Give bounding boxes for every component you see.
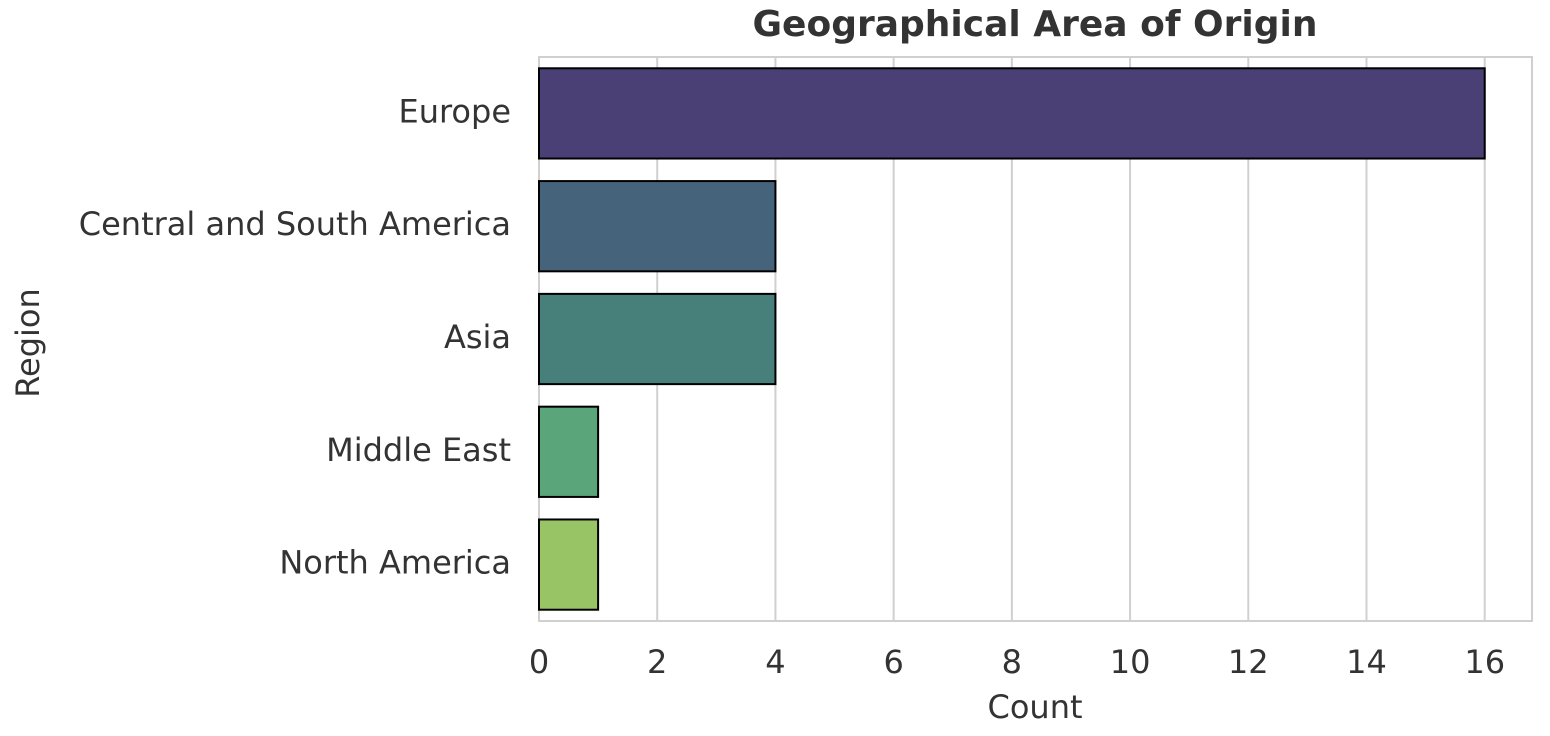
x-tick-label: 8 <box>1002 643 1022 681</box>
bar <box>538 405 600 498</box>
x-tick-label: 6 <box>883 643 903 681</box>
y-tick-label: Middle East <box>326 431 511 469</box>
x-tick-label: 4 <box>765 643 785 681</box>
x-tick-label: 16 <box>1464 643 1505 681</box>
x-tick-label: 10 <box>1110 643 1151 681</box>
x-tick-label: 2 <box>647 643 667 681</box>
x-tick-label: 12 <box>1228 643 1269 681</box>
y-tick-label: Asia <box>444 318 511 356</box>
x-tick-label: 14 <box>1346 643 1387 681</box>
bar <box>538 292 777 386</box>
x-tick-label: 0 <box>529 643 549 681</box>
y-tick-label: North America <box>279 544 511 582</box>
x-axis-label: Count <box>987 688 1082 726</box>
y-tick-label: Central and South America <box>79 205 511 243</box>
bar <box>538 67 1486 160</box>
bar <box>538 518 600 611</box>
y-tick-label: Europe <box>398 92 511 130</box>
bar <box>538 180 777 273</box>
chart-title: Geographical Area of Origin <box>753 4 1318 45</box>
y-axis-label: Region <box>9 288 47 398</box>
